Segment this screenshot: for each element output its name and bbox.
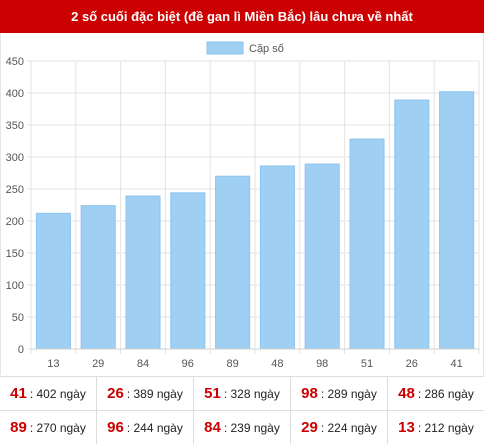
stat-number: 84 bbox=[204, 419, 221, 436]
y-tick-label: 150 bbox=[6, 248, 24, 260]
y-tick-label: 0 bbox=[18, 344, 24, 356]
stat-cell: 98: 289 ngày bbox=[291, 377, 388, 410]
x-tick-label: 13 bbox=[47, 358, 59, 370]
stat-cell: 51: 328 ngày bbox=[194, 377, 291, 410]
x-tick-label: 98 bbox=[316, 358, 328, 370]
x-tick-label: 84 bbox=[137, 358, 149, 370]
stat-days: : 402 ngày bbox=[29, 386, 86, 401]
bar bbox=[259, 165, 295, 350]
stat-days: : 212 ngày bbox=[417, 420, 474, 435]
bar bbox=[170, 192, 206, 350]
stat-days: : 224 ngày bbox=[320, 420, 377, 435]
stat-days: : 239 ngày bbox=[223, 420, 280, 435]
bar bbox=[304, 163, 340, 350]
stat-cell: 29: 224 ngày bbox=[291, 411, 388, 444]
legend-swatch bbox=[206, 41, 244, 55]
y-tick-label: 450 bbox=[6, 56, 24, 68]
x-tick-label: 26 bbox=[406, 358, 418, 370]
stat-days: : 286 ngày bbox=[417, 386, 474, 401]
stat-days: : 389 ngày bbox=[126, 386, 183, 401]
x-tick-label: 89 bbox=[226, 358, 238, 370]
stats-row: 41: 402 ngày 26: 389 ngày 51: 328 ngày 9… bbox=[0, 377, 484, 411]
stat-days: : 270 ngày bbox=[29, 420, 86, 435]
y-tick-label: 300 bbox=[6, 152, 24, 164]
bar-chart: 0 50 100 150 200 250 300 350 400 450 13 29 84 96 89 48 9… bbox=[6, 41, 480, 370]
stat-cell: 26: 389 ngày bbox=[97, 377, 194, 410]
bar bbox=[215, 175, 251, 350]
y-tick-label: 100 bbox=[6, 280, 24, 292]
stat-cell: 96: 244 ngày bbox=[97, 411, 194, 444]
page-title: 2 số cuối đặc biệt (đề gan lì Miền Bắc) … bbox=[71, 9, 413, 24]
stat-cell: 13: 212 ngày bbox=[388, 411, 484, 444]
stat-days: : 328 ngày bbox=[223, 386, 280, 401]
stat-number: 13 bbox=[398, 419, 415, 436]
bar bbox=[125, 195, 161, 350]
stat-number: 26 bbox=[107, 385, 124, 402]
y-tick-label: 250 bbox=[6, 184, 24, 196]
chart-area: 0 50 100 150 200 250 300 350 400 450 13 29 84 96 89 48 9… bbox=[0, 33, 484, 375]
stat-days: : 289 ngày bbox=[320, 386, 377, 401]
stat-number: 98 bbox=[301, 385, 318, 402]
stats-table: 41: 402 ngày 26: 389 ngày 51: 328 ngày 9… bbox=[0, 376, 484, 444]
legend-label: Cặp số bbox=[249, 43, 284, 55]
y-tick-label: 200 bbox=[6, 216, 24, 228]
chart-header: 2 số cuối đặc biệt (đề gan lì Miền Bắc) … bbox=[0, 0, 484, 33]
stat-cell: 89: 270 ngày bbox=[0, 411, 97, 444]
x-tick-label: 29 bbox=[92, 358, 104, 370]
y-tick-label: 350 bbox=[6, 120, 24, 132]
stat-number: 29 bbox=[301, 419, 318, 436]
stat-cell: 41: 402 ngày bbox=[0, 377, 97, 410]
bar bbox=[394, 99, 430, 350]
bar bbox=[349, 138, 385, 350]
stat-number: 41 bbox=[10, 385, 27, 402]
stat-cell: 48: 286 ngày bbox=[388, 377, 484, 410]
x-tick-label: 51 bbox=[361, 358, 373, 370]
bar bbox=[439, 91, 475, 350]
bar bbox=[80, 205, 116, 350]
x-tick-label: 41 bbox=[450, 358, 462, 370]
stat-number: 96 bbox=[107, 419, 124, 436]
stat-number: 89 bbox=[10, 419, 27, 436]
stat-days: : 244 ngày bbox=[126, 420, 183, 435]
stats-row: 89: 270 ngày 96: 244 ngày 84: 239 ngày 2… bbox=[0, 411, 484, 444]
y-tick-label: 50 bbox=[12, 312, 24, 324]
stat-number: 48 bbox=[398, 385, 415, 402]
stat-cell: 84: 239 ngày bbox=[194, 411, 291, 444]
y-tick-label: 400 bbox=[6, 88, 24, 100]
x-tick-label: 48 bbox=[271, 358, 283, 370]
bar bbox=[35, 212, 71, 350]
stat-number: 51 bbox=[204, 385, 221, 402]
x-tick-label: 96 bbox=[182, 358, 194, 370]
